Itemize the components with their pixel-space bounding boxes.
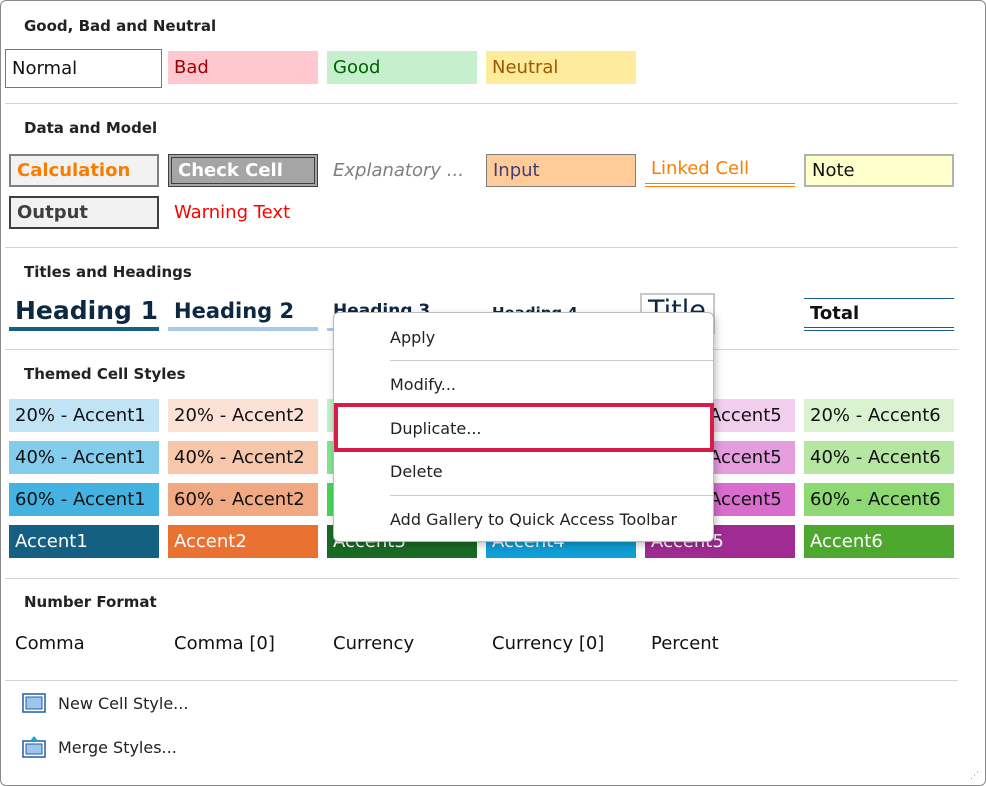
cell-style[interactable]: Accent6	[804, 525, 954, 558]
menu-item[interactable]: Modify...	[390, 375, 456, 394]
cell-style[interactable]: 20% - Accent6	[804, 399, 954, 432]
cell-style[interactable]: Currency	[333, 633, 415, 654]
highlight-box	[334, 403, 714, 452]
cell-style[interactable]: 60% - Accent6	[804, 483, 954, 516]
cell-style[interactable]: Warning Text	[174, 202, 291, 223]
cell-style[interactable]: Heading 1	[9, 294, 159, 331]
section-separator	[5, 578, 958, 579]
cell-style[interactable]: Note	[804, 154, 954, 187]
cell-style[interactable]: 20% - Accent2	[168, 399, 318, 432]
cell-style[interactable]: Input	[486, 154, 636, 187]
cell-style[interactable]: Calculation	[9, 154, 159, 187]
section-separator	[5, 247, 958, 248]
cell-style[interactable]: Explanatory ...	[333, 160, 464, 181]
cell-style[interactable]: Neutral	[486, 51, 636, 84]
section-title: Themed Cell Styles	[24, 365, 186, 383]
cell-style[interactable]: 40% - Accent6	[804, 441, 954, 474]
cell-style[interactable]: Accent1	[9, 525, 159, 558]
footer-command[interactable]: New Cell Style...	[58, 694, 189, 713]
section-title: Data and Model	[24, 119, 158, 137]
cell-style[interactable]: Comma [0]	[174, 633, 275, 654]
cell-style[interactable]: Heading 2	[168, 294, 318, 331]
resize-grip: ⋰	[970, 771, 979, 781]
cell-style[interactable]: 60% - Accent1	[9, 483, 159, 516]
cell-style[interactable]: Normal	[5, 49, 162, 88]
cell-style[interactable]: Accent2	[168, 525, 318, 558]
context-menu: Apply Modify... Duplicate... Delete Add Gall…	[333, 312, 714, 542]
menu-item[interactable]: Apply	[390, 328, 436, 347]
section-separator	[5, 103, 958, 104]
menu-item[interactable]: Delete	[390, 462, 443, 481]
cell-style[interactable]: Good	[327, 51, 477, 84]
cell-style[interactable]: Output	[9, 196, 159, 229]
cell-style[interactable]: Percent	[651, 633, 719, 654]
section-title: Number Format	[24, 593, 157, 611]
cell-style[interactable]: Comma	[15, 633, 85, 654]
footer-command[interactable]: Merge Styles...	[58, 738, 177, 757]
cell-style[interactable]: 20% - Accent1	[9, 399, 159, 432]
section-title: Good, Bad and Neutral	[24, 17, 217, 35]
cell-style[interactable]: Currency [0]	[492, 633, 605, 654]
section-separator	[5, 680, 958, 681]
menu-item[interactable]: Duplicate...	[390, 419, 482, 438]
merge-styles-icon	[22, 736, 46, 758]
menu-separator	[390, 360, 713, 361]
cell-style[interactable]: 40% - Accent1	[9, 441, 159, 474]
cell-style[interactable]: Bad	[168, 51, 318, 84]
cell-style[interactable]: Total	[804, 298, 954, 331]
cell-style[interactable]: Check Cell	[168, 154, 318, 187]
section-title: Titles and Headings	[24, 263, 192, 281]
menu-separator	[390, 495, 713, 496]
menu-item[interactable]: Add Gallery to Quick Access Toolbar	[390, 510, 678, 529]
new-style-icon	[22, 693, 46, 713]
cell-style[interactable]: 60% - Accent2	[168, 483, 318, 516]
cell-style[interactable]: 40% - Accent2	[168, 441, 318, 474]
cell-style[interactable]: Linked Cell	[645, 154, 795, 187]
